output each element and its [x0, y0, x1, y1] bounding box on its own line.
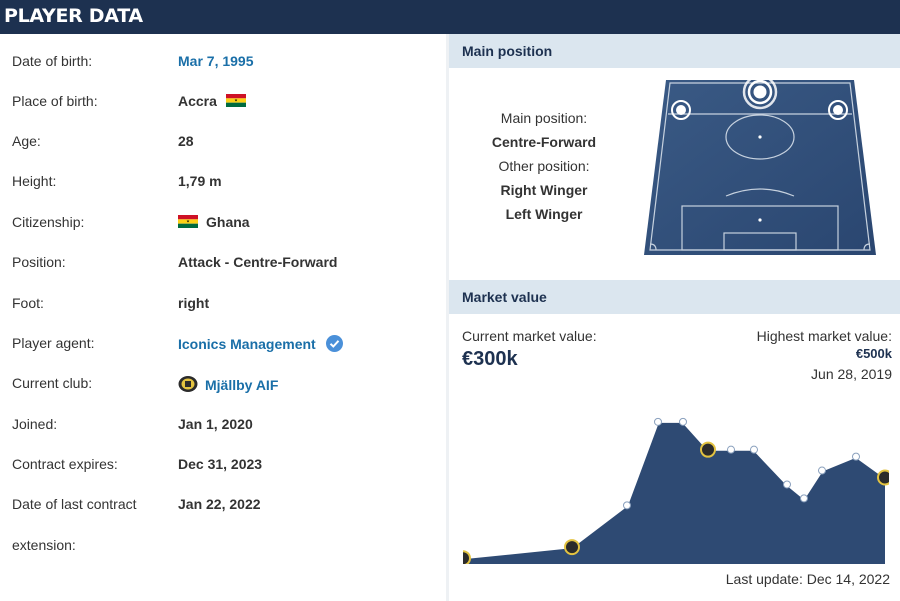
row-last-contract-extension: Date of last contract extension: Jan 22,… — [0, 485, 446, 565]
last-update-text: Last update: Dec 14, 2022 — [725, 571, 890, 587]
position-marker-right-winger — [828, 100, 848, 120]
row-label: Player agent: — [12, 335, 95, 351]
other-position-value: Right Winger — [500, 182, 588, 198]
verified-check-icon — [325, 335, 343, 352]
row-player-agent: Player agent: Iconics Management — [0, 324, 446, 364]
club-crest-icon — [178, 376, 198, 392]
data-point-club-crest — [700, 441, 716, 458]
data-point — [800, 494, 808, 503]
main-position-value: Centre-Forward — [491, 134, 597, 150]
position-marker-left-winger — [671, 100, 691, 120]
row-label: Age: — [12, 133, 41, 149]
pitch-surface — [644, 80, 876, 255]
data-point — [783, 480, 791, 489]
foot-value: right — [178, 295, 210, 311]
ghana-flag-icon — [225, 94, 246, 107]
data-point-club-crest — [463, 550, 471, 564]
market-value-area — [463, 421, 885, 564]
row-label: Date of birth: — [12, 53, 93, 69]
highest-market-value-date: Jun 28, 2019 — [811, 366, 892, 382]
market-value-header: Market value — [449, 280, 900, 314]
data-point — [818, 466, 826, 475]
other-position-value: Left Winger — [505, 206, 583, 222]
data-point — [654, 417, 662, 426]
main-position-label: Main position: — [500, 110, 588, 126]
other-position-label: Other position: — [498, 158, 590, 174]
row-label: Current club: — [12, 375, 93, 391]
player-data-header: PLAYER DATA — [0, 0, 900, 34]
data-point — [750, 445, 758, 454]
current-club-link[interactable]: Mjällby AIF — [205, 377, 279, 393]
row-date-of-birth: Date of birth: Mar 7, 1995 — [0, 42, 446, 82]
row-citizenship: Citizenship: Ghana — [0, 203, 446, 243]
section-title: Main position — [462, 43, 553, 59]
age-value: 28 — [178, 133, 194, 149]
data-point — [852, 452, 860, 461]
row-current-club: Current club: Mjällby AIF — [0, 364, 446, 404]
ghana-flag-icon — [178, 215, 198, 228]
row-foot: Foot: right — [0, 284, 446, 324]
market-value-chart — [463, 417, 889, 564]
contract-expires-value: Dec 31, 2023 — [178, 456, 263, 472]
highest-market-value-label: Highest market value: — [756, 328, 892, 344]
section-title: Market value — [462, 289, 547, 305]
column-divider — [446, 34, 449, 601]
page-title: PLAYER DATA — [4, 5, 143, 27]
row-label: Position: — [12, 254, 66, 270]
position-marker-centre-forward — [742, 80, 778, 110]
player-agent-link[interactable]: Iconics Management — [178, 336, 316, 352]
data-point-club-crest — [877, 469, 889, 486]
place-of-birth-value: Accra — [178, 93, 217, 109]
position-value: Attack - Centre-Forward — [178, 254, 338, 270]
height-value: 1,79 m — [178, 173, 222, 189]
data-point — [727, 445, 735, 454]
player-data-panel: Date of birth: Mar 7, 1995 Place of birt… — [0, 34, 446, 601]
row-label: Foot: — [12, 295, 44, 311]
joined-value: Jan 1, 2020 — [178, 416, 253, 432]
row-value: Iconics Management — [178, 335, 343, 352]
row-label: Height: — [12, 173, 57, 189]
row-contract-expires: Contract expires: Dec 31, 2023 — [0, 445, 446, 485]
data-point-club-crest — [564, 539, 580, 556]
row-label: Joined: — [12, 416, 58, 432]
current-market-value-label: Current market value: — [462, 328, 597, 344]
data-point — [623, 501, 631, 510]
row-label: Place of birth: — [12, 93, 98, 109]
pitch-diagram — [644, 80, 876, 255]
row-label: Contract expires: — [12, 456, 118, 472]
row-value: Accra — [178, 93, 246, 109]
last-contract-extension-value: Jan 22, 2022 — [178, 496, 261, 512]
row-position: Position: Attack - Centre-Forward — [0, 243, 446, 283]
highest-market-value: €500k — [855, 346, 892, 361]
row-age: Age: 28 — [0, 122, 446, 162]
row-place-of-birth: Place of birth: Accra — [0, 82, 446, 122]
citizenship-value: Ghana — [206, 214, 250, 230]
row-height: Height: 1,79 m — [0, 162, 446, 202]
row-label-continuation: extension: — [12, 537, 76, 553]
row-value: Mjällby AIF — [178, 375, 278, 393]
data-point — [679, 417, 687, 426]
row-label: Date of last contract — [12, 496, 137, 512]
main-position-header: Main position — [449, 34, 900, 68]
row-value: Ghana — [178, 214, 250, 230]
row-joined: Joined: Jan 1, 2020 — [0, 405, 446, 445]
row-label: Citizenship: — [12, 214, 85, 230]
right-column: Main position Main position: Centre-Forw… — [449, 34, 900, 601]
current-market-value: €300k — [462, 348, 518, 370]
date-of-birth-link[interactable]: Mar 7, 1995 — [178, 53, 254, 69]
